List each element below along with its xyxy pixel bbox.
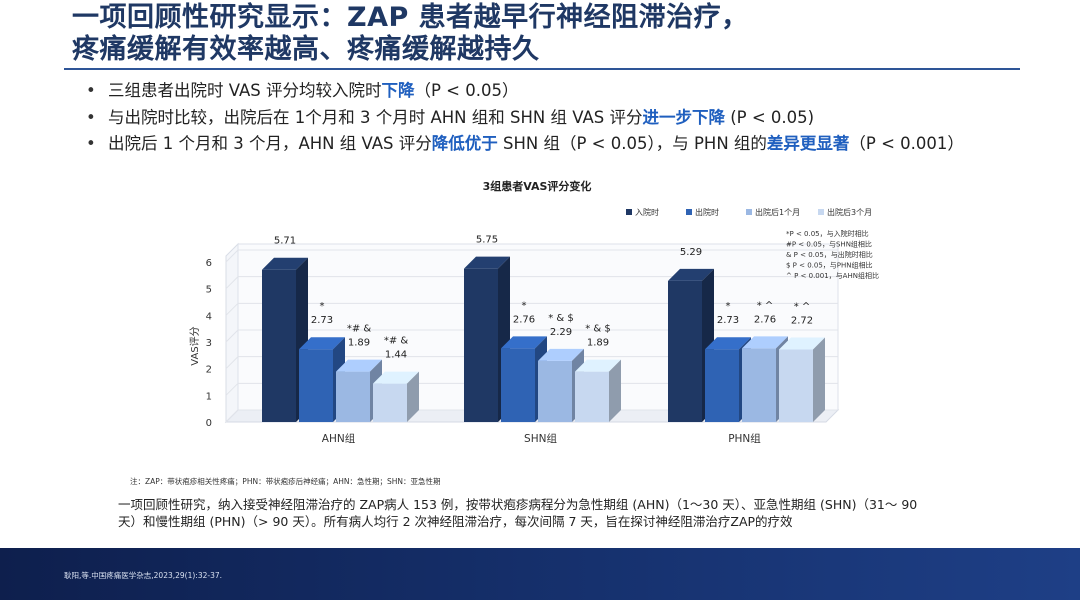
significance-marker: *# & <box>347 324 372 335</box>
bar-top <box>299 337 345 350</box>
bar-top <box>779 337 825 350</box>
bar-SHN组-出院后3个月 <box>575 371 609 422</box>
gridline <box>225 329 838 343</box>
significance-marker: * <box>726 301 731 312</box>
legend-swatch <box>626 209 632 215</box>
bullet-item: 出院后 1 个月和 3 个月，AHN 组 VAS 评分降低优于 SHN 组（P … <box>84 131 1074 158</box>
y-tick-label: 3 <box>206 338 212 349</box>
data-label: 2.72 <box>791 315 813 326</box>
study-description: 一项回顾性研究，纳入接受神经阻滞治疗的 ZAP病人 153 例，按带状疱疹病程分… <box>118 497 918 529</box>
bar-AHN组-入院时 <box>262 269 296 422</box>
gridline <box>225 409 838 423</box>
y-tick-label: 1 <box>206 391 212 402</box>
y-tick-label: 2 <box>206 365 212 376</box>
significance-marker: * <box>522 300 527 311</box>
data-label: 1.89 <box>587 338 609 349</box>
legend-label: 出院后3个月 <box>827 207 872 217</box>
gridline <box>225 356 838 370</box>
footer-bar: 耿阳,等.中国疼痛医学杂志,2023,29(1):32-37. <box>0 548 1080 600</box>
page-title: 一项回顾性研究显示：ZAP 患者越早行神经阻滞治疗， 疼痛缓解有效率越高、疼痛缓… <box>72 2 1072 66</box>
bar-side <box>609 359 621 422</box>
legend-label: 入院时 <box>635 207 659 217</box>
bullet-list: 三组患者出院时 VAS 评分均较入院时下降（P < 0.05） 与出院时比较，出… <box>84 78 1074 158</box>
bar-top <box>501 336 547 349</box>
bar-PHN组-入院时 <box>668 280 702 422</box>
y-tick-label: 4 <box>206 311 212 322</box>
significance-marker: * & $ <box>548 313 574 324</box>
bar-AHN组-出院时 <box>299 349 333 422</box>
bullet-item: 与出院时比较，出院后在 1个月和 3 个月时 AHN 组和 SHN 组 VAS … <box>84 105 1074 132</box>
legend-label: 出院后1个月 <box>755 207 800 217</box>
significance-marker: * & $ <box>585 324 611 335</box>
data-label: 5.71 <box>274 236 296 247</box>
abbreviation-footnote: 注：ZAP：带状疱疹相关性疼痛；PHN：带状疱疹后神经痛；AHN：急性期；SHN… <box>130 477 441 486</box>
significance-marker: * <box>320 301 325 312</box>
bar-top <box>705 337 751 350</box>
bar-PHN组-出院后3个月 <box>779 349 813 422</box>
bar-side <box>407 371 419 422</box>
gridline <box>225 302 838 316</box>
y-tick-label: 6 <box>206 258 212 269</box>
y-tick-label: 5 <box>206 285 212 296</box>
title-line-2: 疼痛缓解有效率越高、疼痛缓解越持久 <box>72 34 540 65</box>
significance-note: #P < 0.05，与SHN组相比 <box>786 240 872 249</box>
significance-marker: * ^ <box>757 300 774 311</box>
legend-label: 出院时 <box>695 207 719 217</box>
legend-swatch <box>818 209 824 215</box>
bar-side <box>813 337 825 422</box>
data-label: 2.76 <box>513 314 535 325</box>
title-divider <box>64 68 1020 70</box>
reference-citation: 耿阳,等.中国疼痛医学杂志,2023,29(1):32-37. <box>64 571 222 580</box>
bar-SHN组-出院时 <box>501 348 535 422</box>
chart-title: 3组患者VAS评分变化 <box>483 179 592 193</box>
data-label: 5.75 <box>476 235 498 246</box>
legend-swatch <box>686 209 692 215</box>
bar-top <box>262 257 308 270</box>
gridline <box>225 249 838 263</box>
y-tick-label: 0 <box>206 418 212 429</box>
y-axis-label: VAS评分 <box>189 326 201 365</box>
bar-top <box>538 348 584 361</box>
data-label: 2.29 <box>550 327 572 338</box>
x-category-label: AHN组 <box>322 432 356 445</box>
bar-PHN组-出院时 <box>705 349 739 422</box>
bar-top <box>336 359 382 372</box>
significance-marker: *# & <box>384 336 409 347</box>
bar-AHN组-出院后3个月 <box>373 383 407 422</box>
bar-PHN组-出院后1个月 <box>742 348 776 422</box>
significance-note: & P < 0.05，与出院时相比 <box>786 250 873 259</box>
bar-top <box>668 268 714 281</box>
gridline <box>225 382 838 396</box>
bar-top <box>373 371 419 384</box>
data-label: 2.76 <box>754 314 776 325</box>
x-category-label: SHN组 <box>524 432 557 445</box>
bullet-item: 三组患者出院时 VAS 评分均较入院时下降（P < 0.05） <box>84 78 1074 105</box>
bar-top <box>742 336 788 349</box>
data-label: 2.73 <box>311 315 333 326</box>
legend-swatch <box>746 209 752 215</box>
bar-SHN组-入院时 <box>464 268 498 422</box>
chart-side-wall <box>225 242 239 424</box>
gridline <box>225 276 838 290</box>
data-label: 1.44 <box>385 350 407 361</box>
bar-top <box>575 359 621 372</box>
x-category-label: PHN组 <box>728 432 761 445</box>
bar-top <box>464 256 510 269</box>
bar-AHN组-出院后1个月 <box>336 371 370 422</box>
data-label: 2.73 <box>717 315 739 326</box>
title-line-1: 一项回顾性研究显示：ZAP 患者越早行神经阻滞治疗， <box>72 2 749 33</box>
significance-note: *P < 0.05，与入院时相比 <box>786 229 869 238</box>
bar-SHN组-出院后1个月 <box>538 360 572 422</box>
significance-note: $ P < 0.05，与PHN组相比 <box>786 261 873 270</box>
significance-marker: * ^ <box>794 301 811 312</box>
data-label: 5.29 <box>680 247 702 258</box>
data-label: 1.89 <box>348 338 370 349</box>
significance-note: ^ P < 0.001，与AHN组相比 <box>786 271 879 280</box>
